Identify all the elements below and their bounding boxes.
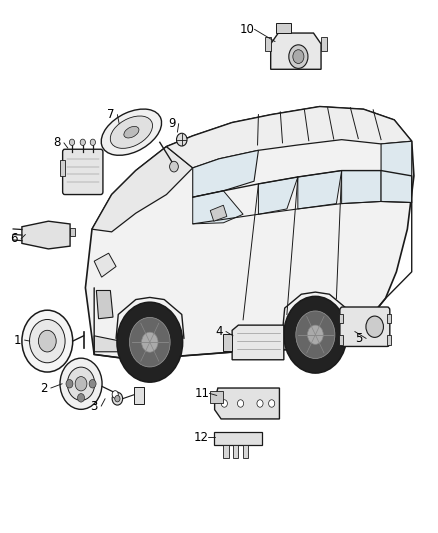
FancyBboxPatch shape [340,307,390,346]
Text: 4: 4 [215,325,223,338]
Polygon shape [215,388,279,419]
Circle shape [29,319,65,363]
Polygon shape [193,191,243,224]
Polygon shape [134,387,144,404]
Polygon shape [223,334,232,351]
Polygon shape [321,37,327,51]
Circle shape [257,400,263,407]
Polygon shape [339,335,343,344]
Polygon shape [387,313,391,323]
Text: 7: 7 [106,108,114,121]
Circle shape [75,377,87,391]
Ellipse shape [289,45,308,68]
Circle shape [80,139,85,146]
FancyBboxPatch shape [63,149,103,195]
Polygon shape [223,445,229,458]
Circle shape [22,310,73,372]
Ellipse shape [101,109,162,155]
Circle shape [130,318,170,367]
Polygon shape [298,171,342,209]
Polygon shape [258,177,298,214]
Circle shape [66,379,73,388]
Circle shape [115,395,120,402]
Polygon shape [210,391,223,403]
Polygon shape [60,160,65,176]
Text: 10: 10 [240,23,255,36]
Polygon shape [166,107,412,168]
Circle shape [39,330,56,352]
Text: 1: 1 [14,334,21,346]
Polygon shape [193,150,258,197]
Text: 5: 5 [356,332,363,345]
Polygon shape [232,325,284,360]
Ellipse shape [110,116,152,148]
Circle shape [284,296,347,373]
Polygon shape [94,336,131,352]
Circle shape [170,161,178,172]
Circle shape [67,367,95,400]
Ellipse shape [124,126,139,138]
Text: 3: 3 [91,400,98,413]
Circle shape [296,311,335,359]
Circle shape [78,393,85,402]
Circle shape [141,332,158,352]
Polygon shape [339,313,343,323]
Circle shape [60,358,102,409]
Polygon shape [342,171,381,204]
Polygon shape [70,228,75,237]
Polygon shape [243,445,248,458]
Text: 8: 8 [53,136,60,149]
Polygon shape [276,23,291,33]
Circle shape [237,400,244,407]
Circle shape [366,316,383,337]
Text: 12: 12 [194,431,209,443]
Circle shape [177,133,187,146]
Text: 11: 11 [195,387,210,400]
Polygon shape [210,205,227,221]
Circle shape [69,139,74,146]
Polygon shape [271,33,321,69]
Ellipse shape [293,50,304,63]
Polygon shape [85,107,414,358]
Circle shape [112,391,118,398]
Polygon shape [92,147,193,232]
Text: 6: 6 [10,232,18,245]
Polygon shape [265,37,271,51]
Circle shape [90,139,95,146]
Circle shape [117,302,183,382]
Circle shape [268,400,275,407]
Polygon shape [94,253,116,277]
Polygon shape [214,432,262,445]
Polygon shape [233,445,238,458]
Circle shape [221,400,227,407]
Circle shape [112,392,123,405]
Polygon shape [381,141,412,203]
Polygon shape [387,335,391,344]
Circle shape [89,379,96,388]
Polygon shape [22,221,70,249]
Text: 9: 9 [168,117,176,130]
Polygon shape [96,290,113,319]
Text: 2: 2 [40,382,48,394]
Circle shape [307,325,323,344]
